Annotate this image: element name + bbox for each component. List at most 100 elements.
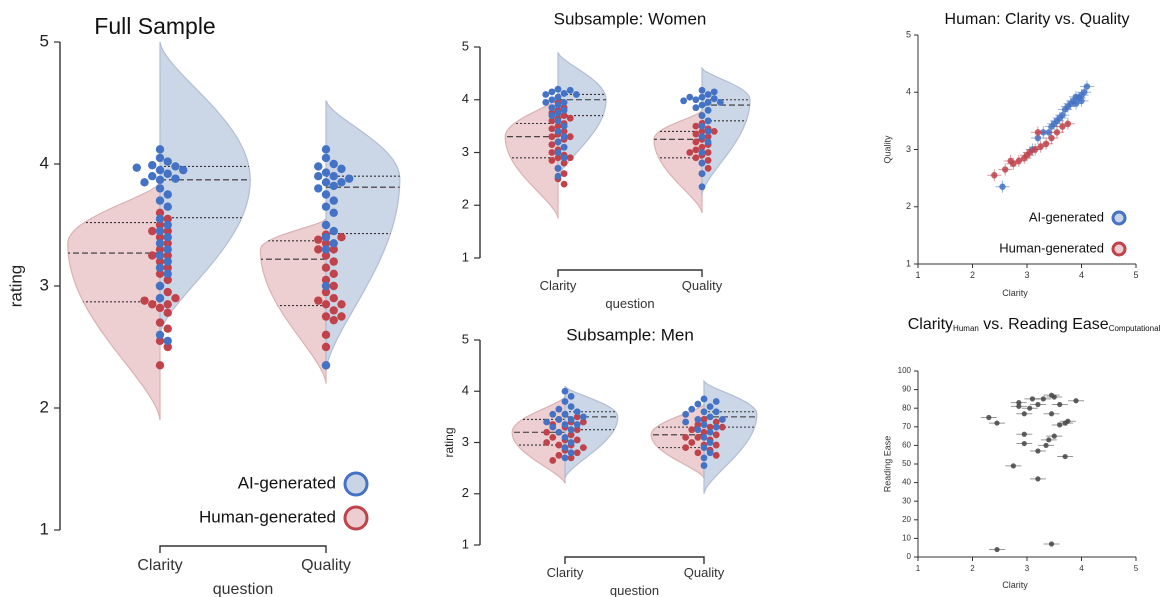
data-point-human	[1002, 166, 1009, 173]
chart-title: Subsample: Men	[566, 325, 694, 344]
data-point-ai	[682, 418, 690, 426]
data-point-ai	[542, 91, 550, 98]
data-point-ai	[579, 413, 587, 421]
x-axis-line	[557, 269, 703, 277]
data-point-human	[567, 431, 575, 439]
x-tick-label: 3	[1024, 270, 1029, 280]
data-point-human	[321, 300, 331, 309]
data-point-human	[1064, 120, 1072, 127]
y-tick-label: 70	[902, 422, 911, 431]
data-point-ai	[1048, 123, 1055, 130]
y-axis-label: rating	[442, 427, 456, 457]
data-point-ai	[321, 361, 331, 370]
data-point-ai	[163, 157, 172, 166]
data-point-ai	[561, 421, 569, 428]
x-axis-label: question	[610, 583, 659, 597]
data-point-ai	[548, 96, 556, 104]
data-point-ai	[329, 226, 338, 236]
data-point-ai	[155, 165, 165, 175]
data-point-ai	[548, 104, 556, 112]
data-point-ai	[163, 220, 172, 230]
data-point-human	[155, 318, 165, 327]
data-point-gray	[986, 414, 992, 421]
violin-human-clarity	[504, 95, 559, 219]
y-tick-label: 4	[462, 91, 469, 106]
data-point-human	[329, 245, 338, 254]
x-tick-label: 2	[970, 270, 975, 280]
data-point-ai	[999, 183, 1006, 190]
data-point-gray	[1046, 437, 1052, 443]
data-point-human	[686, 149, 694, 156]
data-point-ai	[700, 462, 708, 469]
data-point-ai	[698, 112, 706, 119]
data-point-ai	[179, 165, 188, 175]
x-axis-label: question	[605, 296, 654, 311]
data-point-gray	[1051, 433, 1057, 439]
data-point-ai	[561, 387, 569, 395]
data-point-ai	[573, 408, 581, 416]
data-point-human	[1015, 157, 1023, 165]
chart-title: Human: Clarity vs. Quality	[945, 11, 1130, 28]
data-point-ai	[698, 170, 706, 178]
data-point-gray	[1021, 431, 1027, 437]
y-tick-label: 20	[902, 515, 911, 524]
y-tick-label: 80	[902, 403, 911, 412]
legend-marker-ai	[343, 471, 369, 497]
y-tick-label: 5	[40, 31, 49, 50]
legend-marker-ai	[1111, 210, 1127, 226]
data-point-gray	[1051, 394, 1057, 400]
data-point-ai	[554, 149, 562, 156]
data-point-human	[549, 457, 557, 464]
data-point-gray	[1062, 420, 1068, 426]
data-point-ai	[554, 164, 562, 172]
data-point-ai	[698, 159, 706, 167]
data-point-human	[329, 257, 338, 266]
violin-ai-clarity	[159, 41, 251, 335]
data-point-ai	[337, 164, 346, 174]
data-point-human	[337, 233, 346, 242]
panel-women: Subsample: Women 1 2 3 4 5 Clarity Quality quest…	[462, 9, 751, 311]
data-point-human	[1059, 123, 1066, 130]
data-point-ai	[321, 178, 331, 187]
data-point-ai	[700, 395, 708, 403]
data-point-human	[573, 426, 581, 434]
data-point-ai	[567, 403, 575, 411]
y-tick-label: 4	[462, 383, 469, 398]
data-point-ai	[561, 454, 569, 462]
data-point-ai	[561, 433, 569, 441]
data-point-human	[148, 251, 157, 260]
data-point-gray	[994, 420, 1000, 426]
data-point-ai	[566, 86, 574, 94]
data-point-human	[554, 122, 562, 130]
data-point-ai	[321, 245, 331, 254]
data-point-human	[548, 125, 556, 133]
x-axis-label: Clarity	[1002, 580, 1028, 590]
data-point-human	[155, 245, 165, 254]
data-point-ai	[554, 109, 562, 117]
data-point-human	[329, 315, 338, 325]
data-point-human	[1007, 157, 1014, 165]
data-point-ai	[155, 263, 165, 272]
data-point-ai	[572, 91, 580, 98]
data-point-human	[543, 439, 551, 446]
data-point-ai	[698, 101, 706, 109]
data-point-ai	[567, 449, 575, 457]
data-point-gray	[1043, 442, 1049, 448]
legend-marker-human	[1111, 241, 1127, 257]
data-point-ai	[694, 416, 702, 423]
y-tick-label: 3	[40, 275, 49, 294]
violin-human-quality	[650, 402, 705, 479]
x-tick-label: Quality	[301, 557, 351, 574]
data-point-human	[566, 114, 574, 122]
data-point-ai	[567, 426, 575, 434]
data-point-ai	[155, 281, 165, 291]
data-point-gray	[1029, 396, 1036, 402]
data-point-human	[148, 300, 157, 309]
data-point-ai	[706, 449, 714, 457]
data-point-human	[692, 154, 700, 162]
data-point-ai	[554, 172, 562, 180]
data-point-ai	[694, 400, 702, 408]
data-point-human	[337, 300, 346, 309]
y-tick-label: 1	[462, 536, 469, 551]
data-point-ai	[163, 245, 172, 254]
